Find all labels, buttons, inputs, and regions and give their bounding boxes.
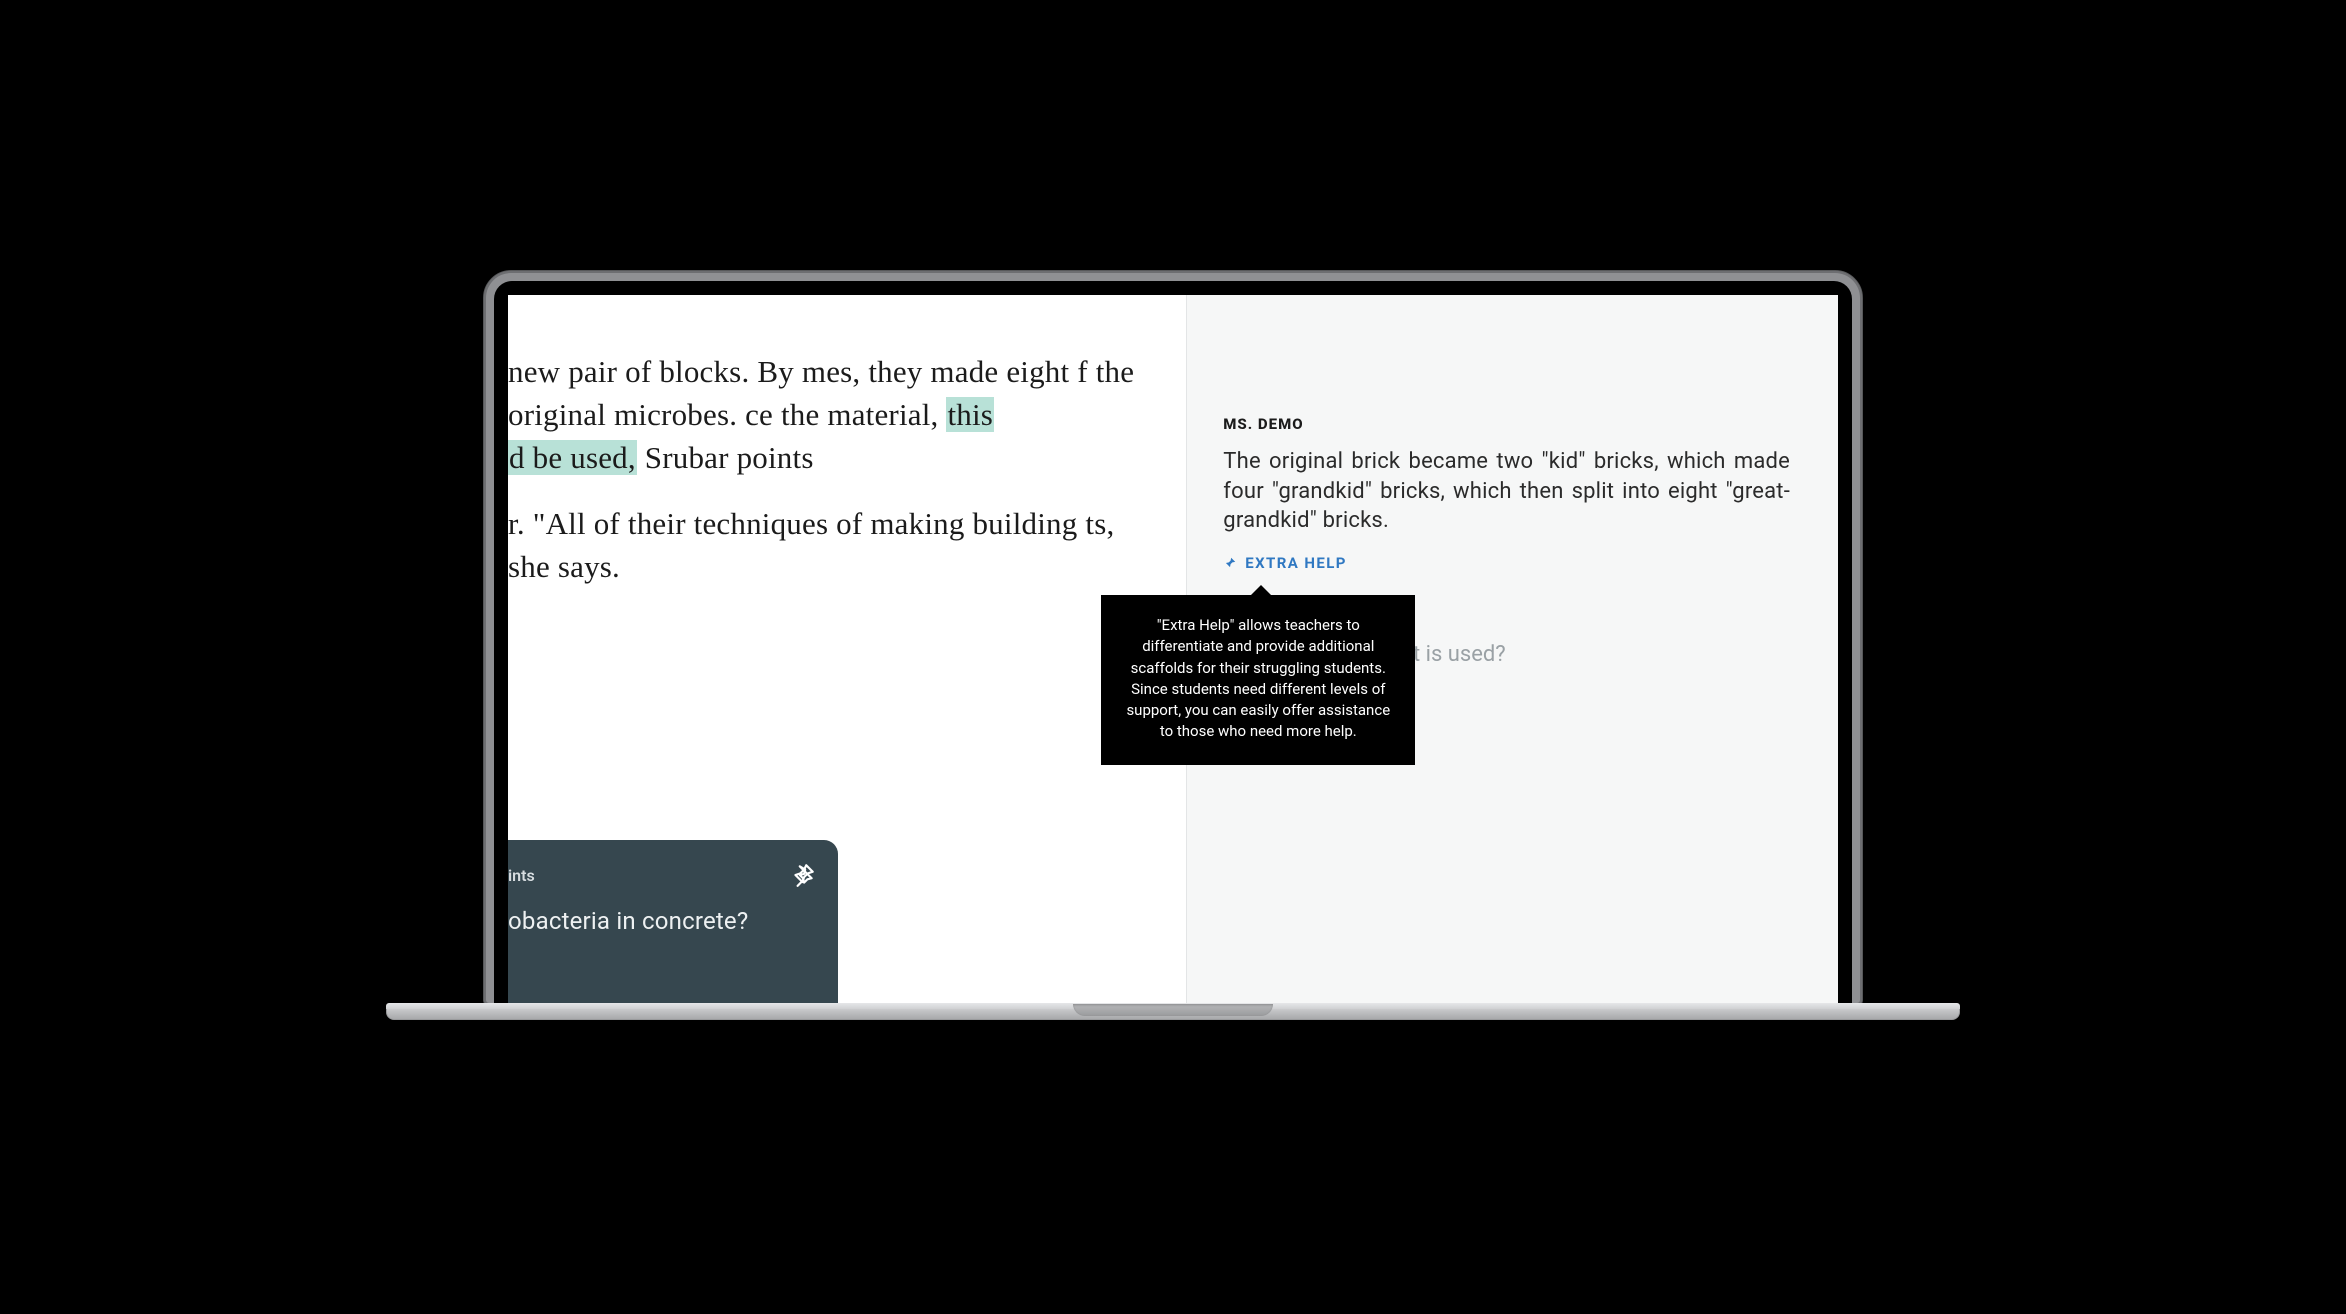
highlighted-text[interactable]: d be used, xyxy=(508,440,637,475)
app-root: new pair of blocks. By mes, they made ei… xyxy=(508,295,1838,1005)
laptop-bezel: new pair of blocks. By mes, they made ei… xyxy=(494,281,1852,1005)
laptop-shadow xyxy=(428,1022,1918,1044)
question-text: obacteria in concrete? xyxy=(508,907,814,935)
article-pane: new pair of blocks. By mes, they made ei… xyxy=(508,295,1186,1005)
annotation-note: The original brick became two "kid" bric… xyxy=(1223,447,1790,536)
extra-help-link[interactable]: EXTRA HELP xyxy=(1223,554,1346,572)
extra-help-tooltip: "Extra Help" allows teachers to differen… xyxy=(1101,595,1415,765)
article-paragraph-2: r. "All of their techniques of making bu… xyxy=(508,503,1146,589)
highlighted-text[interactable]: this xyxy=(946,397,994,432)
laptop-trackpad-notch xyxy=(1073,1004,1273,1016)
extra-help-label: EXTRA HELP xyxy=(1245,554,1346,572)
pin-icon xyxy=(790,862,816,888)
question-card[interactable]: ints obacteria in concrete? xyxy=(508,840,838,1005)
pin-button[interactable] xyxy=(786,858,820,892)
annotation-author: MS. DEMO xyxy=(1223,415,1790,433)
annotation-sidebar: MS. DEMO The original brick became two "… xyxy=(1186,295,1838,1005)
pin-icon xyxy=(1223,556,1237,570)
article-text-run: new pair of blocks. By mes, they made ei… xyxy=(508,354,1134,432)
article-text-run: Srubar points xyxy=(637,440,814,475)
laptop-frame: new pair of blocks. By mes, they made ei… xyxy=(483,270,1863,1044)
laptop-screen: new pair of blocks. By mes, they made ei… xyxy=(508,295,1838,1005)
laptop-base xyxy=(386,1006,1959,1020)
laptop-screen-frame: new pair of blocks. By mes, they made ei… xyxy=(483,270,1863,1006)
article-paragraph-1: new pair of blocks. By mes, they made ei… xyxy=(508,351,1146,479)
question-points-label: ints xyxy=(508,866,814,885)
article-body: new pair of blocks. By mes, they made ei… xyxy=(508,351,1146,589)
tooltip-text: "Extra Help" allows teachers to differen… xyxy=(1126,616,1390,740)
